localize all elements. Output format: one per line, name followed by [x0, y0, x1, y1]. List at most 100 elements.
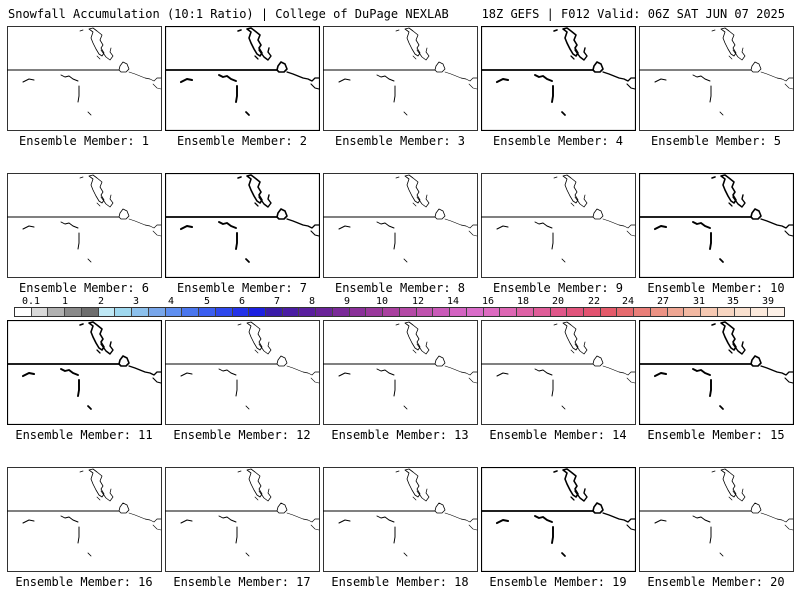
ensemble-member-map: [165, 467, 320, 572]
color-swatch: [450, 308, 467, 316]
color-swatch: [617, 308, 635, 316]
color-swatch: [366, 308, 384, 316]
ensemble-member-map: [7, 467, 162, 572]
color-scale-tick-label: 7: [273, 296, 281, 307]
ensemble-member-label: Ensemble Member: 6: [18, 281, 150, 295]
color-scale-tick-label: 8: [308, 296, 316, 307]
ensemble-member-map: [639, 173, 794, 278]
color-scale-tick-label: 39: [761, 296, 775, 307]
color-swatch: [466, 308, 484, 316]
color-swatch: [399, 308, 417, 316]
ensemble-member-label: Ensemble Member: 5: [650, 134, 782, 148]
color-swatch: [232, 308, 250, 316]
color-swatch: [734, 308, 752, 316]
color-swatch: [98, 308, 116, 316]
color-swatch: [332, 308, 350, 316]
ensemble-member-label: Ensemble Member: 2: [176, 134, 308, 148]
color-swatch: [182, 308, 200, 316]
ensemble-member-label: Ensemble Member: 19: [489, 575, 627, 589]
color-swatch: [717, 308, 735, 316]
color-scale-tick-label: 1: [61, 296, 69, 307]
ensemble-member-map: [639, 467, 794, 572]
ensemble-member-map: [481, 320, 636, 425]
color-scale-tick-label: 2: [97, 296, 105, 307]
color-swatch: [349, 308, 367, 316]
ensemble-member-map: [323, 467, 478, 572]
ensemble-member-map: [639, 320, 794, 425]
color-scale-tick-label: 24: [621, 296, 635, 307]
color-scale-tick-label: 27: [656, 296, 670, 307]
ensemble-member-map: [323, 173, 478, 278]
ensemble-member-label: Ensemble Member: 20: [647, 575, 785, 589]
color-swatch: [667, 308, 685, 316]
color-swatch: [299, 308, 317, 316]
color-swatch: [583, 308, 601, 316]
ensemble-member-label: Ensemble Member: 15: [647, 428, 785, 442]
color-swatch: [650, 308, 668, 316]
color-swatch: [533, 308, 551, 316]
color-scale-tick-label: 16: [481, 296, 495, 307]
color-swatch: [600, 308, 618, 316]
ensemble-member-map: [481, 26, 636, 131]
color-swatch: [684, 308, 702, 316]
color-scale-tick-label: 22: [587, 296, 601, 307]
color-swatch: [517, 308, 534, 316]
color-swatch: [567, 308, 584, 316]
color-swatch: [31, 308, 49, 316]
color-swatch: [148, 308, 166, 316]
ensemble-member-label: Ensemble Member: 13: [331, 428, 469, 442]
color-swatch: [433, 308, 451, 316]
ensemble-member-label: Ensemble Member: 12: [173, 428, 311, 442]
color-swatch: [751, 308, 769, 316]
color-swatch: [249, 308, 267, 316]
ensemble-member-label: Ensemble Member: 3: [334, 134, 466, 148]
color-scale-tick-label: 4: [167, 296, 175, 307]
color-swatch: [483, 308, 501, 316]
ensemble-member-map: [481, 467, 636, 572]
ensemble-member-map: [323, 320, 478, 425]
ensemble-member-label: Ensemble Member: 16: [15, 575, 153, 589]
color-scale-tick-label: 10: [375, 296, 389, 307]
color-swatch: [81, 308, 99, 316]
color-swatch: [199, 308, 216, 316]
ensemble-member-map: [639, 26, 794, 131]
color-scale-tick-label: 0.1: [21, 296, 41, 307]
color-swatch: [416, 308, 434, 316]
color-scale-tick-label: 3: [132, 296, 140, 307]
color-swatch: [500, 308, 518, 316]
color-swatch: [48, 308, 66, 316]
ensemble-member-label: Ensemble Member: 7: [176, 281, 308, 295]
run-valid-time: 18Z GEFS | F012 Valid: 06Z SAT JUN 07 20…: [481, 7, 785, 21]
chart-title: Snowfall Accumulation (10:1 Ratio) | Col…: [8, 7, 449, 21]
color-swatch: [215, 308, 233, 316]
color-scale-tick-label: 31: [692, 296, 706, 307]
color-scale-tick-label: 5: [203, 296, 211, 307]
ensemble-member-map: [165, 320, 320, 425]
color-swatch: [115, 308, 133, 316]
color-swatch: [383, 308, 400, 316]
color-swatch: [165, 308, 183, 316]
color-scale-tick-label: 18: [516, 296, 530, 307]
color-swatch: [266, 308, 283, 316]
color-swatch: [132, 308, 149, 316]
ensemble-member-map: [165, 26, 320, 131]
ensemble-member-label: Ensemble Member: 10: [647, 281, 785, 295]
color-scale-tick-label: 20: [551, 296, 565, 307]
ensemble-member-map: [481, 173, 636, 278]
color-scale-tick-label: 35: [726, 296, 740, 307]
ensemble-member-label: Ensemble Member: 1: [18, 134, 150, 148]
color-swatch: [634, 308, 651, 316]
ensemble-member-label: Ensemble Member: 14: [489, 428, 627, 442]
color-swatch: [701, 308, 718, 316]
color-swatch: [550, 308, 568, 316]
ensemble-member-label: Ensemble Member: 17: [173, 575, 311, 589]
color-scale-tick-label: 6: [238, 296, 246, 307]
color-scale-tick-label: 9: [343, 296, 351, 307]
ensemble-member-map: [7, 320, 162, 425]
color-swatch: [282, 308, 300, 316]
ensemble-member-map: [7, 173, 162, 278]
ensemble-member-map: [165, 173, 320, 278]
color-swatch: [768, 308, 784, 316]
ensemble-member-label: Ensemble Member: 9: [492, 281, 624, 295]
